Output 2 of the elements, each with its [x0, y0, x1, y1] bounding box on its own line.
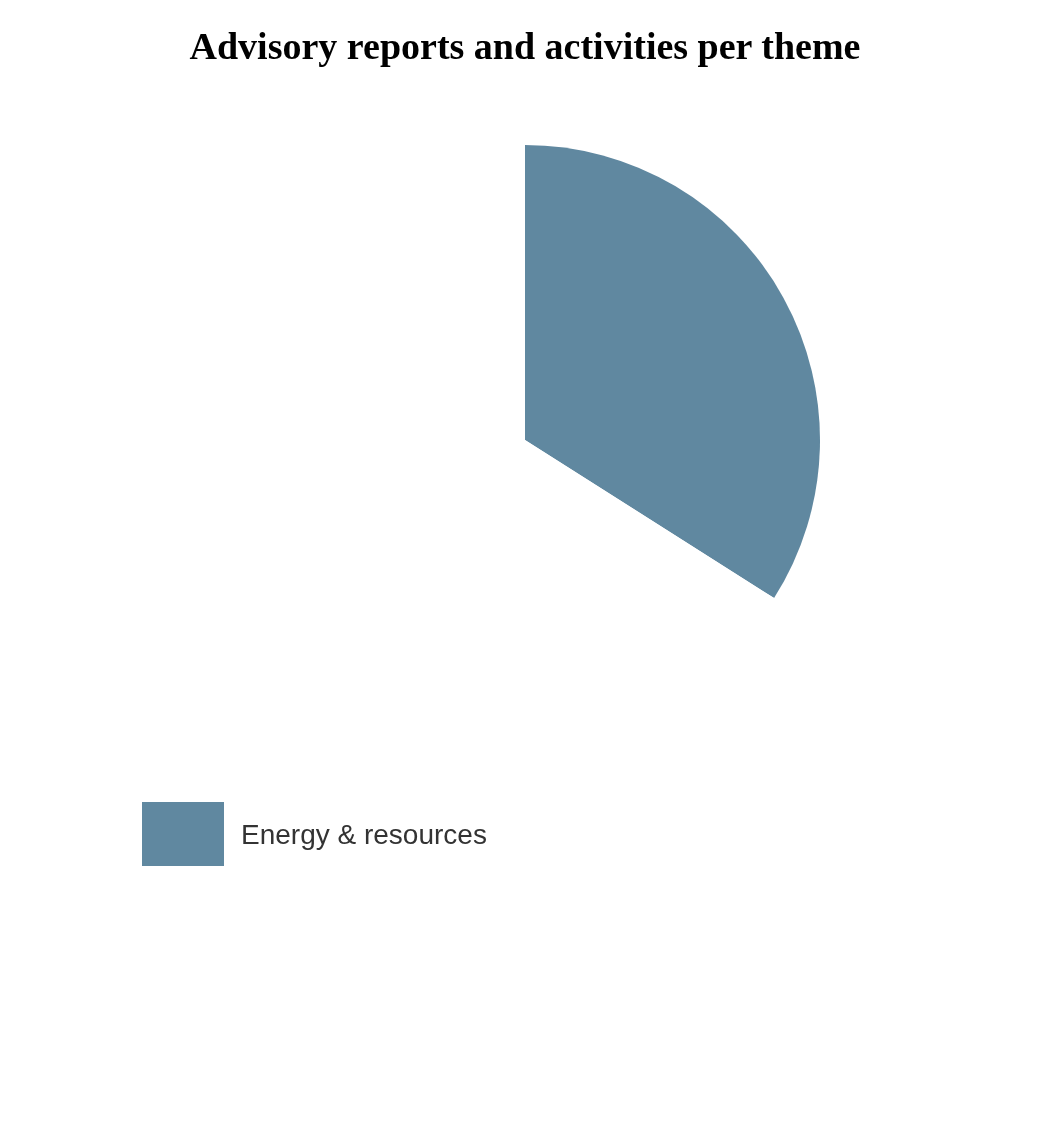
chart-title: Advisory reports and activities per theme	[189, 25, 861, 67]
legend-label: Energy & resources	[241, 818, 487, 850]
